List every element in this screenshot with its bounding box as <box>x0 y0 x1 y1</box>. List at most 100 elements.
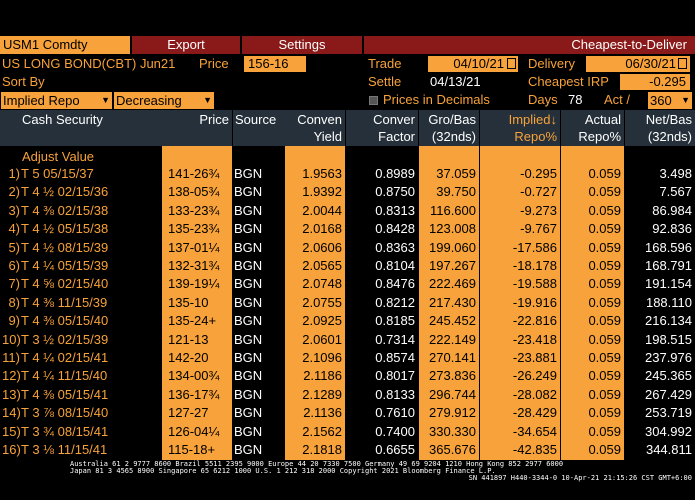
actual-repo-cell[interactable]: 0.059 <box>588 221 621 237</box>
actual-repo-cell[interactable]: 0.059 <box>588 423 621 439</box>
implied-repo-cell[interactable]: -28.429 <box>512 405 557 421</box>
actual-repo-cell[interactable]: 0.059 <box>588 405 621 421</box>
sort-order-dropdown[interactable]: Decreasing ▼ <box>114 92 214 109</box>
grobas-cell[interactable]: 37.059 <box>436 166 476 181</box>
grobas-cell[interactable]: 197.267 <box>429 258 476 273</box>
price-cell[interactable]: 138-05¾ <box>168 184 220 200</box>
price-cell[interactable]: 135-23¾ <box>168 221 220 237</box>
settings-button[interactable]: Settings <box>242 36 362 54</box>
implied-repo-cell[interactable]: -22.816 <box>512 313 557 329</box>
grobas-cell[interactable]: 222.149 <box>429 331 476 347</box>
yield-cell[interactable]: 2.0755 <box>302 294 342 310</box>
price-cell[interactable]: 141-26¾ <box>168 166 220 181</box>
implied-repo-cell[interactable]: -18.178 <box>512 258 557 273</box>
price-cell[interactable]: 137-01¼ <box>168 239 220 255</box>
yield-cell[interactable]: 2.0168 <box>302 221 342 237</box>
col-header-factor[interactable]: Conver Factor <box>346 110 418 146</box>
implied-repo-cell[interactable]: -42.835 <box>512 442 557 457</box>
price-cell[interactable]: 121-13 <box>168 331 209 347</box>
price-cell[interactable]: 139-19¼ <box>168 276 220 292</box>
grobas-cell[interactable]: 217.430 <box>429 294 476 310</box>
yield-cell[interactable]: 2.0748 <box>302 276 342 292</box>
grobas-cell[interactable]: 222.469 <box>429 276 476 292</box>
price-cell[interactable]: 133-23¾ <box>168 202 220 218</box>
price-cell[interactable]: 135-24+ <box>168 313 217 329</box>
col-header-price[interactable]: Price <box>162 110 232 146</box>
grobas-cell[interactable]: 365.676 <box>429 442 476 457</box>
yield-cell[interactable]: 1.9392 <box>302 184 342 200</box>
price-cell[interactable]: 134-00¾ <box>168 368 220 384</box>
yield-cell[interactable]: 2.1818 <box>302 442 342 457</box>
yield-cell[interactable]: 1.9563 <box>302 166 342 181</box>
col-header-grobas[interactable]: Gro/Bas (32nds) <box>419 110 479 146</box>
yield-cell[interactable]: 2.0565 <box>302 258 342 273</box>
actual-repo-cell[interactable]: 0.059 <box>588 202 621 218</box>
implied-repo-cell[interactable]: -9.273 <box>520 202 557 218</box>
grobas-cell[interactable]: 273.836 <box>429 368 476 384</box>
actual-repo-cell[interactable]: 0.059 <box>588 258 621 273</box>
trade-date-input[interactable]: 04/10/21 <box>428 56 518 72</box>
col-header-actual[interactable]: Actual Repo% <box>561 110 624 146</box>
actual-repo-cell[interactable]: 0.059 <box>588 350 621 365</box>
implied-repo-cell[interactable]: -19.916 <box>512 294 557 310</box>
col-header-implied[interactable]: Implied↓ Repo% <box>480 110 560 146</box>
price-cell[interactable]: 126-04¼ <box>168 423 220 439</box>
col-header-netbas[interactable]: Net/Bas (32nds) <box>625 110 695 146</box>
actual-repo-cell[interactable]: 0.059 <box>588 331 621 347</box>
grobas-cell[interactable]: 123.008 <box>429 221 476 237</box>
trade-calendar-icon[interactable] <box>507 58 516 69</box>
implied-repo-cell[interactable]: -26.249 <box>512 368 557 384</box>
yield-cell[interactable]: 2.0606 <box>302 239 342 255</box>
actual-repo-cell[interactable]: 0.059 <box>588 166 621 181</box>
actual-repo-cell[interactable]: 0.059 <box>588 239 621 255</box>
actual-repo-cell[interactable]: 0.059 <box>588 294 621 310</box>
grobas-cell[interactable]: 330.330 <box>429 423 476 439</box>
implied-repo-cell[interactable]: -0.295 <box>520 166 557 181</box>
yield-cell[interactable]: 2.1096 <box>302 350 342 365</box>
col-header-security[interactable]: Cash Security <box>0 110 162 146</box>
actual-repo-cell[interactable]: 0.059 <box>588 386 621 402</box>
price-cell[interactable]: 127-27 <box>168 405 209 421</box>
grobas-cell[interactable]: 39.750 <box>436 184 476 200</box>
implied-repo-cell[interactable]: -28.082 <box>512 386 557 402</box>
implied-repo-cell[interactable]: -23.418 <box>512 331 557 347</box>
implied-repo-cell[interactable]: -34.654 <box>512 423 557 439</box>
export-button[interactable]: Export <box>132 36 240 54</box>
actual-repo-cell[interactable]: 0.059 <box>588 442 621 457</box>
yield-cell[interactable]: 2.1289 <box>302 386 342 402</box>
actual-repo-cell[interactable]: 0.059 <box>588 313 621 329</box>
price-cell[interactable]: 132-31¾ <box>168 258 220 273</box>
sort-field-dropdown[interactable]: Implied Repo ▼ <box>1 92 112 109</box>
grobas-cell[interactable]: 279.912 <box>429 405 476 421</box>
day-count-dropdown[interactable]: 360 ▼ <box>648 92 692 109</box>
yield-cell[interactable]: 2.1186 <box>303 368 342 384</box>
yield-cell[interactable]: 2.0601 <box>302 331 342 347</box>
col-header-yield[interactable]: Conven Yield <box>285 110 345 146</box>
ticker-field[interactable]: USM1 Comdty <box>0 36 130 54</box>
price-cell[interactable]: 136-17¾ <box>168 386 220 402</box>
grobas-cell[interactable]: 296.744 <box>429 386 476 402</box>
implied-repo-cell[interactable]: -17.586 <box>512 239 557 255</box>
grobas-cell[interactable]: 116.600 <box>429 202 476 218</box>
decimals-checkbox[interactable] <box>369 96 378 105</box>
yield-cell[interactable]: 2.0925 <box>302 313 342 329</box>
contract-price-input[interactable]: 156-16 <box>244 56 306 72</box>
implied-repo-cell[interactable]: -23.881 <box>512 350 557 365</box>
delivery-calendar-icon[interactable] <box>678 58 687 69</box>
implied-repo-cell[interactable]: -9.767 <box>520 221 557 237</box>
grobas-cell[interactable]: 270.141 <box>429 350 476 365</box>
delivery-date-input[interactable]: 06/30/21 <box>586 56 690 72</box>
price-cell[interactable]: 115-18+ <box>168 442 216 457</box>
actual-repo-cell[interactable]: 0.059 <box>588 276 621 292</box>
grobas-cell[interactable]: 245.452 <box>429 313 476 329</box>
price-cell[interactable]: 135-10 <box>168 294 209 310</box>
yield-cell[interactable]: 2.0044 <box>302 202 342 218</box>
col-header-source[interactable]: Source <box>233 110 285 146</box>
implied-repo-cell[interactable]: -19.588 <box>512 276 557 292</box>
grobas-cell[interactable]: 199.060 <box>429 239 476 255</box>
actual-repo-cell[interactable]: 0.059 <box>588 184 621 200</box>
implied-repo-cell[interactable]: -0.727 <box>520 184 557 200</box>
price-cell[interactable]: 142-20 <box>168 350 209 365</box>
yield-cell[interactable]: 2.1136 <box>303 405 342 421</box>
yield-cell[interactable]: 2.1562 <box>302 423 342 439</box>
